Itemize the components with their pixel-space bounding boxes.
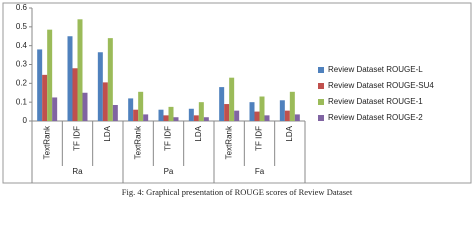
bar bbox=[198, 102, 204, 121]
x-tick-label: TF IDF bbox=[164, 126, 173, 151]
bar bbox=[289, 91, 295, 121]
x-tick-label: TextRank bbox=[133, 125, 142, 159]
bar bbox=[279, 100, 285, 121]
bar bbox=[264, 115, 270, 121]
y-tick-label: 0.6 bbox=[16, 3, 28, 12]
x-tick-label: TF IDF bbox=[73, 126, 82, 151]
bar bbox=[163, 115, 169, 121]
bar bbox=[193, 115, 199, 121]
bar bbox=[37, 49, 43, 121]
bar bbox=[42, 74, 48, 121]
legend-label: Review Dataset ROUGE-1 bbox=[328, 97, 423, 106]
bar bbox=[229, 77, 235, 121]
group-label: Fa bbox=[255, 167, 265, 176]
legend-swatch bbox=[318, 115, 324, 121]
y-tick-label: 0.4 bbox=[16, 41, 28, 50]
bar bbox=[158, 109, 164, 121]
bar bbox=[219, 87, 225, 121]
bar bbox=[82, 92, 88, 121]
bar bbox=[47, 29, 53, 121]
y-tick-label: 0.3 bbox=[16, 60, 28, 69]
bar bbox=[52, 97, 58, 121]
bar bbox=[249, 102, 255, 121]
x-tick-label: TF IDF bbox=[255, 126, 264, 151]
bar bbox=[112, 104, 118, 121]
legend-swatch bbox=[318, 67, 324, 73]
bar bbox=[143, 114, 149, 121]
bar bbox=[203, 117, 209, 121]
group-label: Pa bbox=[164, 167, 174, 176]
bar bbox=[259, 96, 265, 121]
bar bbox=[67, 36, 73, 121]
bar bbox=[254, 111, 260, 121]
bar bbox=[188, 108, 194, 121]
y-tick-label: 0.1 bbox=[16, 97, 28, 106]
legend-swatch bbox=[318, 83, 324, 89]
bar bbox=[294, 114, 300, 121]
x-tick-label: LDA bbox=[103, 125, 112, 141]
legend-swatch bbox=[318, 99, 324, 105]
chart: Fig. 4: Graphical presentation of ROUGE … bbox=[2, 2, 472, 197]
y-tick-label: 0 bbox=[23, 116, 28, 125]
bar bbox=[128, 98, 134, 121]
bar bbox=[173, 117, 179, 121]
legend-label: Review Dataset ROUGE-L bbox=[328, 65, 423, 74]
caption: Fig. 4: Graphical presentation of ROUGE … bbox=[122, 187, 353, 197]
y-tick-label: 0.2 bbox=[16, 78, 28, 87]
legend-label: Review Dataset ROUGE-2 bbox=[328, 113, 423, 122]
bar bbox=[107, 38, 113, 122]
bar bbox=[102, 82, 108, 121]
bar bbox=[133, 109, 139, 121]
bar bbox=[168, 106, 174, 121]
bar bbox=[234, 110, 240, 121]
bar bbox=[284, 110, 290, 121]
bar bbox=[224, 104, 230, 121]
bar bbox=[72, 68, 78, 121]
page: Fig. 4: Graphical presentation of ROUGE … bbox=[2, 2, 472, 197]
bar bbox=[77, 19, 83, 121]
bar bbox=[138, 91, 144, 121]
x-tick-label: LDA bbox=[194, 125, 203, 141]
legend-label: Review Dataset ROUGE-SU4 bbox=[328, 81, 434, 90]
y-tick-label: 0.5 bbox=[16, 22, 28, 31]
x-tick-label: LDA bbox=[285, 125, 294, 141]
group-label: Ra bbox=[72, 167, 83, 176]
bar bbox=[97, 52, 103, 122]
x-tick-label: TextRank bbox=[42, 125, 51, 159]
x-tick-label: TextRank bbox=[224, 125, 233, 159]
